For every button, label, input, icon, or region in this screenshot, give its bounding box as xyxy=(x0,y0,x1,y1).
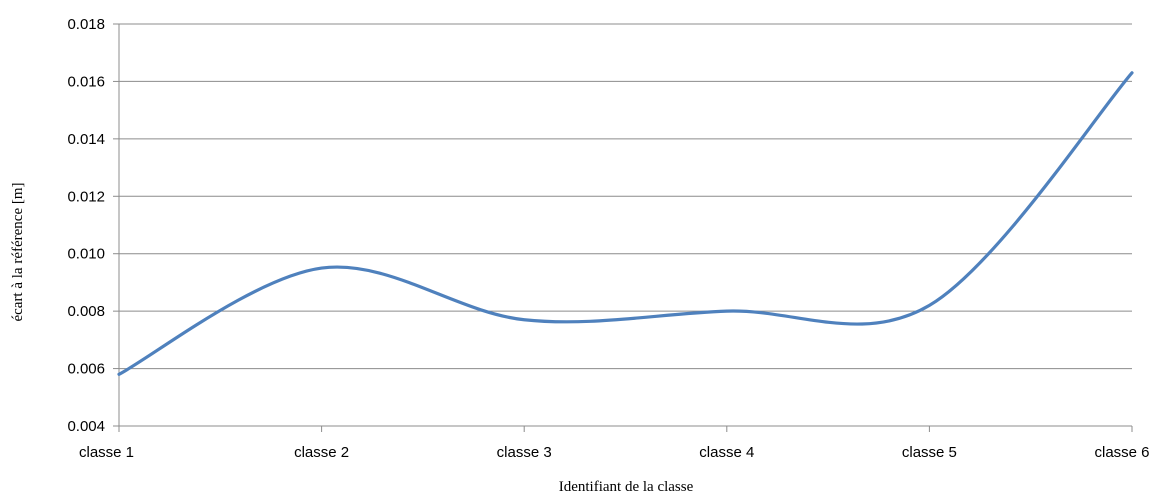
y-tick-labels: 0.004 0.006 0.008 0.010 0.012 0.014 0.016 0.018 xyxy=(67,16,105,435)
x-tick-label: classe 3 xyxy=(497,444,552,461)
y-tick-label: 0.004 xyxy=(67,418,105,435)
x-tick-label: classe 4 xyxy=(699,444,754,461)
x-tick-label: classe 2 xyxy=(294,444,349,461)
x-tick-labels: classe 1 classe 2 classe 3 classe 4 classe 5… xyxy=(79,444,1150,461)
y-tick-label: 0.016 xyxy=(67,73,105,90)
y-tick-label: 0.010 xyxy=(67,246,105,263)
y-tick-label: 0.014 xyxy=(67,131,105,148)
x-tick-label: classe 1 xyxy=(79,444,134,461)
x-tick-label: classe 6 xyxy=(1094,444,1149,461)
y-tick-label: 0.012 xyxy=(67,188,105,205)
series-lines xyxy=(117,71,1134,376)
y-axis-title: écart à la référence [m] xyxy=(10,182,26,321)
x-tick-label: classe 5 xyxy=(902,444,957,461)
y-tick-label: 0.018 xyxy=(67,16,105,33)
y-tick-label: 0.006 xyxy=(67,361,105,378)
y-tick-label: 0.008 xyxy=(67,303,105,320)
series-line-0 xyxy=(117,71,1134,376)
x-axis-title: Identifiant de la classe xyxy=(559,479,694,495)
gridlines xyxy=(119,23,1132,370)
axes xyxy=(113,23,1133,432)
